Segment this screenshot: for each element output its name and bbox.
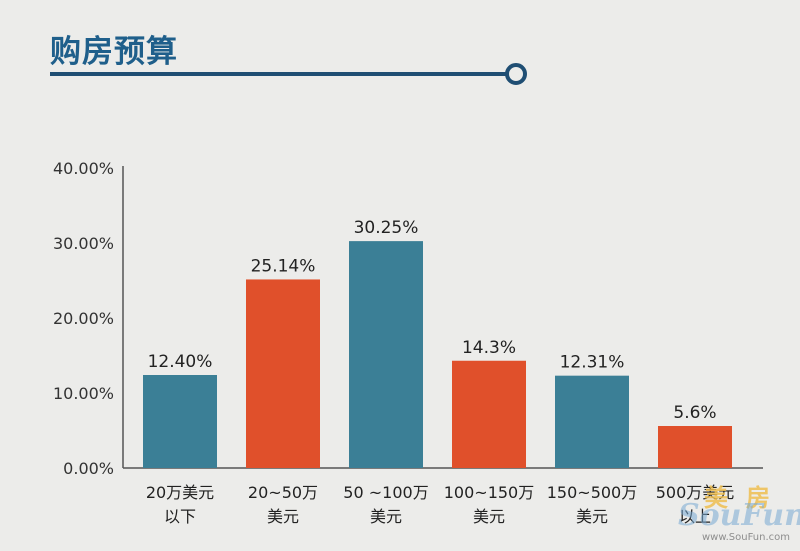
bar	[143, 375, 217, 468]
data-label: 12.31%	[560, 353, 625, 373]
x-tick-label: 20~50万	[248, 483, 318, 502]
x-tick-label: 美元	[576, 507, 608, 526]
watermark-chinese-text: 美房	[704, 484, 788, 512]
bar	[349, 241, 423, 468]
watermark-url-text: www.SouFun.com	[702, 532, 791, 543]
x-tick-label: 150~500万	[547, 483, 638, 502]
data-label: 5.6%	[673, 403, 716, 423]
soufun-watermark-logo: 美房 SouFun www.SouFun.com	[678, 478, 800, 546]
data-label: 25.14%	[251, 256, 316, 276]
x-tick-label: 以上	[679, 507, 711, 526]
page-title: 购房预算	[50, 34, 178, 70]
bar	[658, 426, 732, 468]
x-tick-label: 20万美元	[146, 483, 214, 502]
bar	[452, 360, 526, 468]
watermark-brand-text: SouFun	[678, 498, 800, 533]
x-tick-label: 以下	[164, 507, 196, 526]
x-tick-label: 50 ~100万	[343, 483, 428, 502]
y-tick-label: 10.00%	[53, 384, 114, 403]
data-label: 30.25%	[354, 218, 419, 238]
bar	[555, 375, 629, 468]
data-label: 14.3%	[462, 338, 516, 358]
x-tick-label: 100~150万	[444, 483, 535, 502]
data-label: 12.40%	[148, 352, 213, 372]
y-tick-label: 40.00%	[53, 159, 114, 178]
x-tick-label: 美元	[370, 507, 402, 526]
y-tick-label: 20.00%	[53, 309, 114, 328]
title-circle-marker	[505, 63, 527, 85]
x-tick-label: 美元	[267, 507, 299, 526]
y-tick-label: 0.00%	[63, 459, 114, 478]
title-underline	[50, 72, 508, 76]
y-tick-label: 30.00%	[53, 234, 114, 253]
bar	[246, 279, 320, 468]
x-tick-label: 美元	[473, 507, 505, 526]
x-tick-label: 500万美元	[656, 483, 735, 502]
